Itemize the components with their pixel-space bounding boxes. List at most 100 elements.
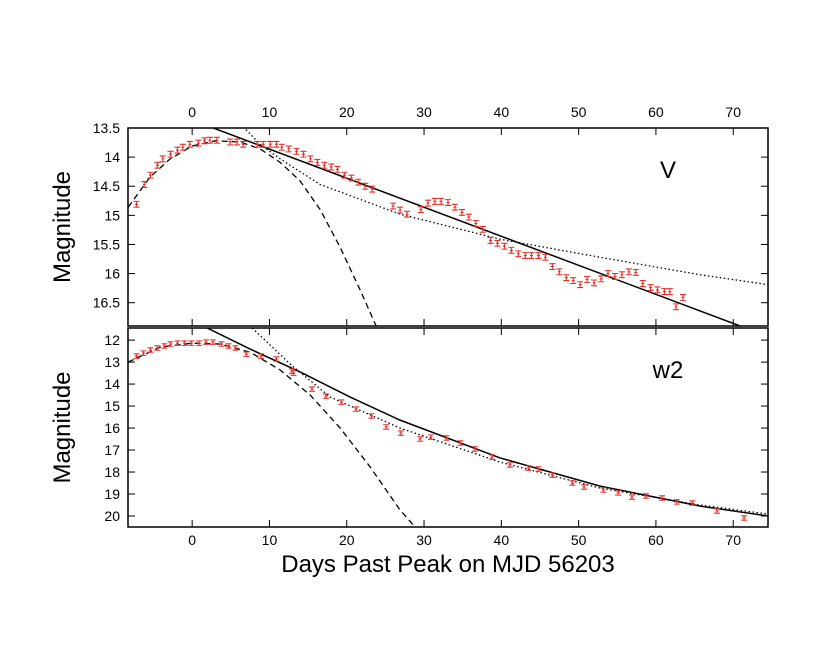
error-bar xyxy=(666,288,673,296)
error-bar xyxy=(285,145,292,153)
fit-curve xyxy=(128,140,377,326)
error-bar xyxy=(615,490,622,496)
error-bar xyxy=(273,356,280,362)
x-tick-label: 0 xyxy=(188,104,196,120)
error-bar xyxy=(563,274,570,282)
error-bar xyxy=(647,284,654,292)
error-bar xyxy=(133,353,140,359)
error-bar xyxy=(188,340,195,346)
error-bar xyxy=(232,345,239,351)
y-tick-label: 14.5 xyxy=(93,178,120,194)
error-bar xyxy=(397,430,404,436)
error-bar xyxy=(522,252,529,259)
error-bar xyxy=(338,399,345,405)
error-bar xyxy=(147,171,154,179)
error-bar xyxy=(661,288,668,296)
error-bar xyxy=(141,181,148,188)
x-tick-label: 20 xyxy=(339,532,355,548)
error-bar xyxy=(404,210,411,218)
x-tick-label: 40 xyxy=(494,104,510,120)
error-bar xyxy=(598,275,605,283)
error-bar xyxy=(368,413,375,419)
y-tick-label: 14 xyxy=(104,376,120,392)
error-bar xyxy=(260,140,267,148)
error-bar xyxy=(154,345,161,351)
error-bar xyxy=(591,279,598,287)
error-bar xyxy=(397,206,404,214)
y-tick-label: 16 xyxy=(104,266,120,282)
error-bar xyxy=(159,155,166,163)
y-tick-label: 13 xyxy=(104,354,120,370)
x-tick-label: 10 xyxy=(262,532,278,548)
error-bar xyxy=(605,270,611,278)
x-tick-label: 50 xyxy=(571,104,587,120)
error-bar xyxy=(489,454,496,460)
error-bar xyxy=(203,339,210,345)
error-bar xyxy=(542,253,549,261)
error-bar xyxy=(161,343,168,349)
error-bar xyxy=(741,515,748,521)
y-tick-label: 15 xyxy=(104,398,120,414)
error-bar xyxy=(673,499,680,505)
error-bar xyxy=(424,199,431,207)
x-tick-label: 70 xyxy=(725,104,741,120)
error-bar xyxy=(186,140,193,148)
error-bar xyxy=(673,303,680,311)
error-bar xyxy=(140,350,147,356)
error-bar xyxy=(487,236,494,244)
error-bar xyxy=(628,494,635,500)
error-bar xyxy=(243,351,250,357)
y-tick-label: 19 xyxy=(104,486,120,502)
error-bar xyxy=(314,158,321,166)
error-bar xyxy=(213,136,220,144)
fit-curve xyxy=(128,342,416,527)
error-bar xyxy=(362,182,369,190)
error-bar xyxy=(273,140,280,148)
y-tick-label: 18 xyxy=(104,464,120,480)
plot-area xyxy=(128,128,768,326)
error-bar xyxy=(328,163,335,171)
error-bar xyxy=(508,246,515,254)
error-bar xyxy=(654,286,661,294)
error-bar xyxy=(689,500,696,506)
y-tick-label: 16.5 xyxy=(93,295,120,311)
y-tick-label: 16 xyxy=(104,420,120,436)
error-bar xyxy=(334,165,341,173)
error-bar xyxy=(713,508,720,514)
y-axis-label: Magnitude xyxy=(49,371,76,483)
error-bar xyxy=(390,202,397,210)
panel-label: V xyxy=(660,157,676,184)
error-bar xyxy=(501,242,508,250)
error-bar xyxy=(133,200,140,208)
error-bar xyxy=(174,146,181,154)
error-bar xyxy=(225,343,232,349)
error-bar xyxy=(472,446,479,452)
error-bar xyxy=(181,340,188,346)
error-bar xyxy=(293,147,300,155)
error-bar xyxy=(556,268,563,276)
x-tick-label: 0 xyxy=(188,532,196,548)
error-bar xyxy=(196,340,203,346)
y-tick-label: 17 xyxy=(104,442,120,458)
x-tick-label: 20 xyxy=(339,104,355,120)
error-bar xyxy=(369,185,376,193)
y-tick-label: 15 xyxy=(104,207,120,223)
error-bar xyxy=(355,178,362,186)
error-bar xyxy=(445,199,451,207)
x-axis-label: Days Past Peak on MJD 56203 xyxy=(281,551,615,578)
error-bar xyxy=(322,393,329,399)
x-tick-label: 70 xyxy=(725,532,741,548)
error-bar xyxy=(167,341,174,347)
error-bar xyxy=(581,484,588,490)
x-tick-label: 60 xyxy=(648,532,664,548)
error-bar xyxy=(659,495,666,501)
error-bar xyxy=(206,136,213,144)
error-bar xyxy=(458,208,465,216)
panel-label: w2 xyxy=(652,357,684,384)
y-tick-label: 20 xyxy=(104,508,120,524)
error-bar xyxy=(201,137,208,145)
error-bar xyxy=(218,341,225,347)
error-bar xyxy=(642,493,649,499)
error-bar xyxy=(570,277,577,285)
